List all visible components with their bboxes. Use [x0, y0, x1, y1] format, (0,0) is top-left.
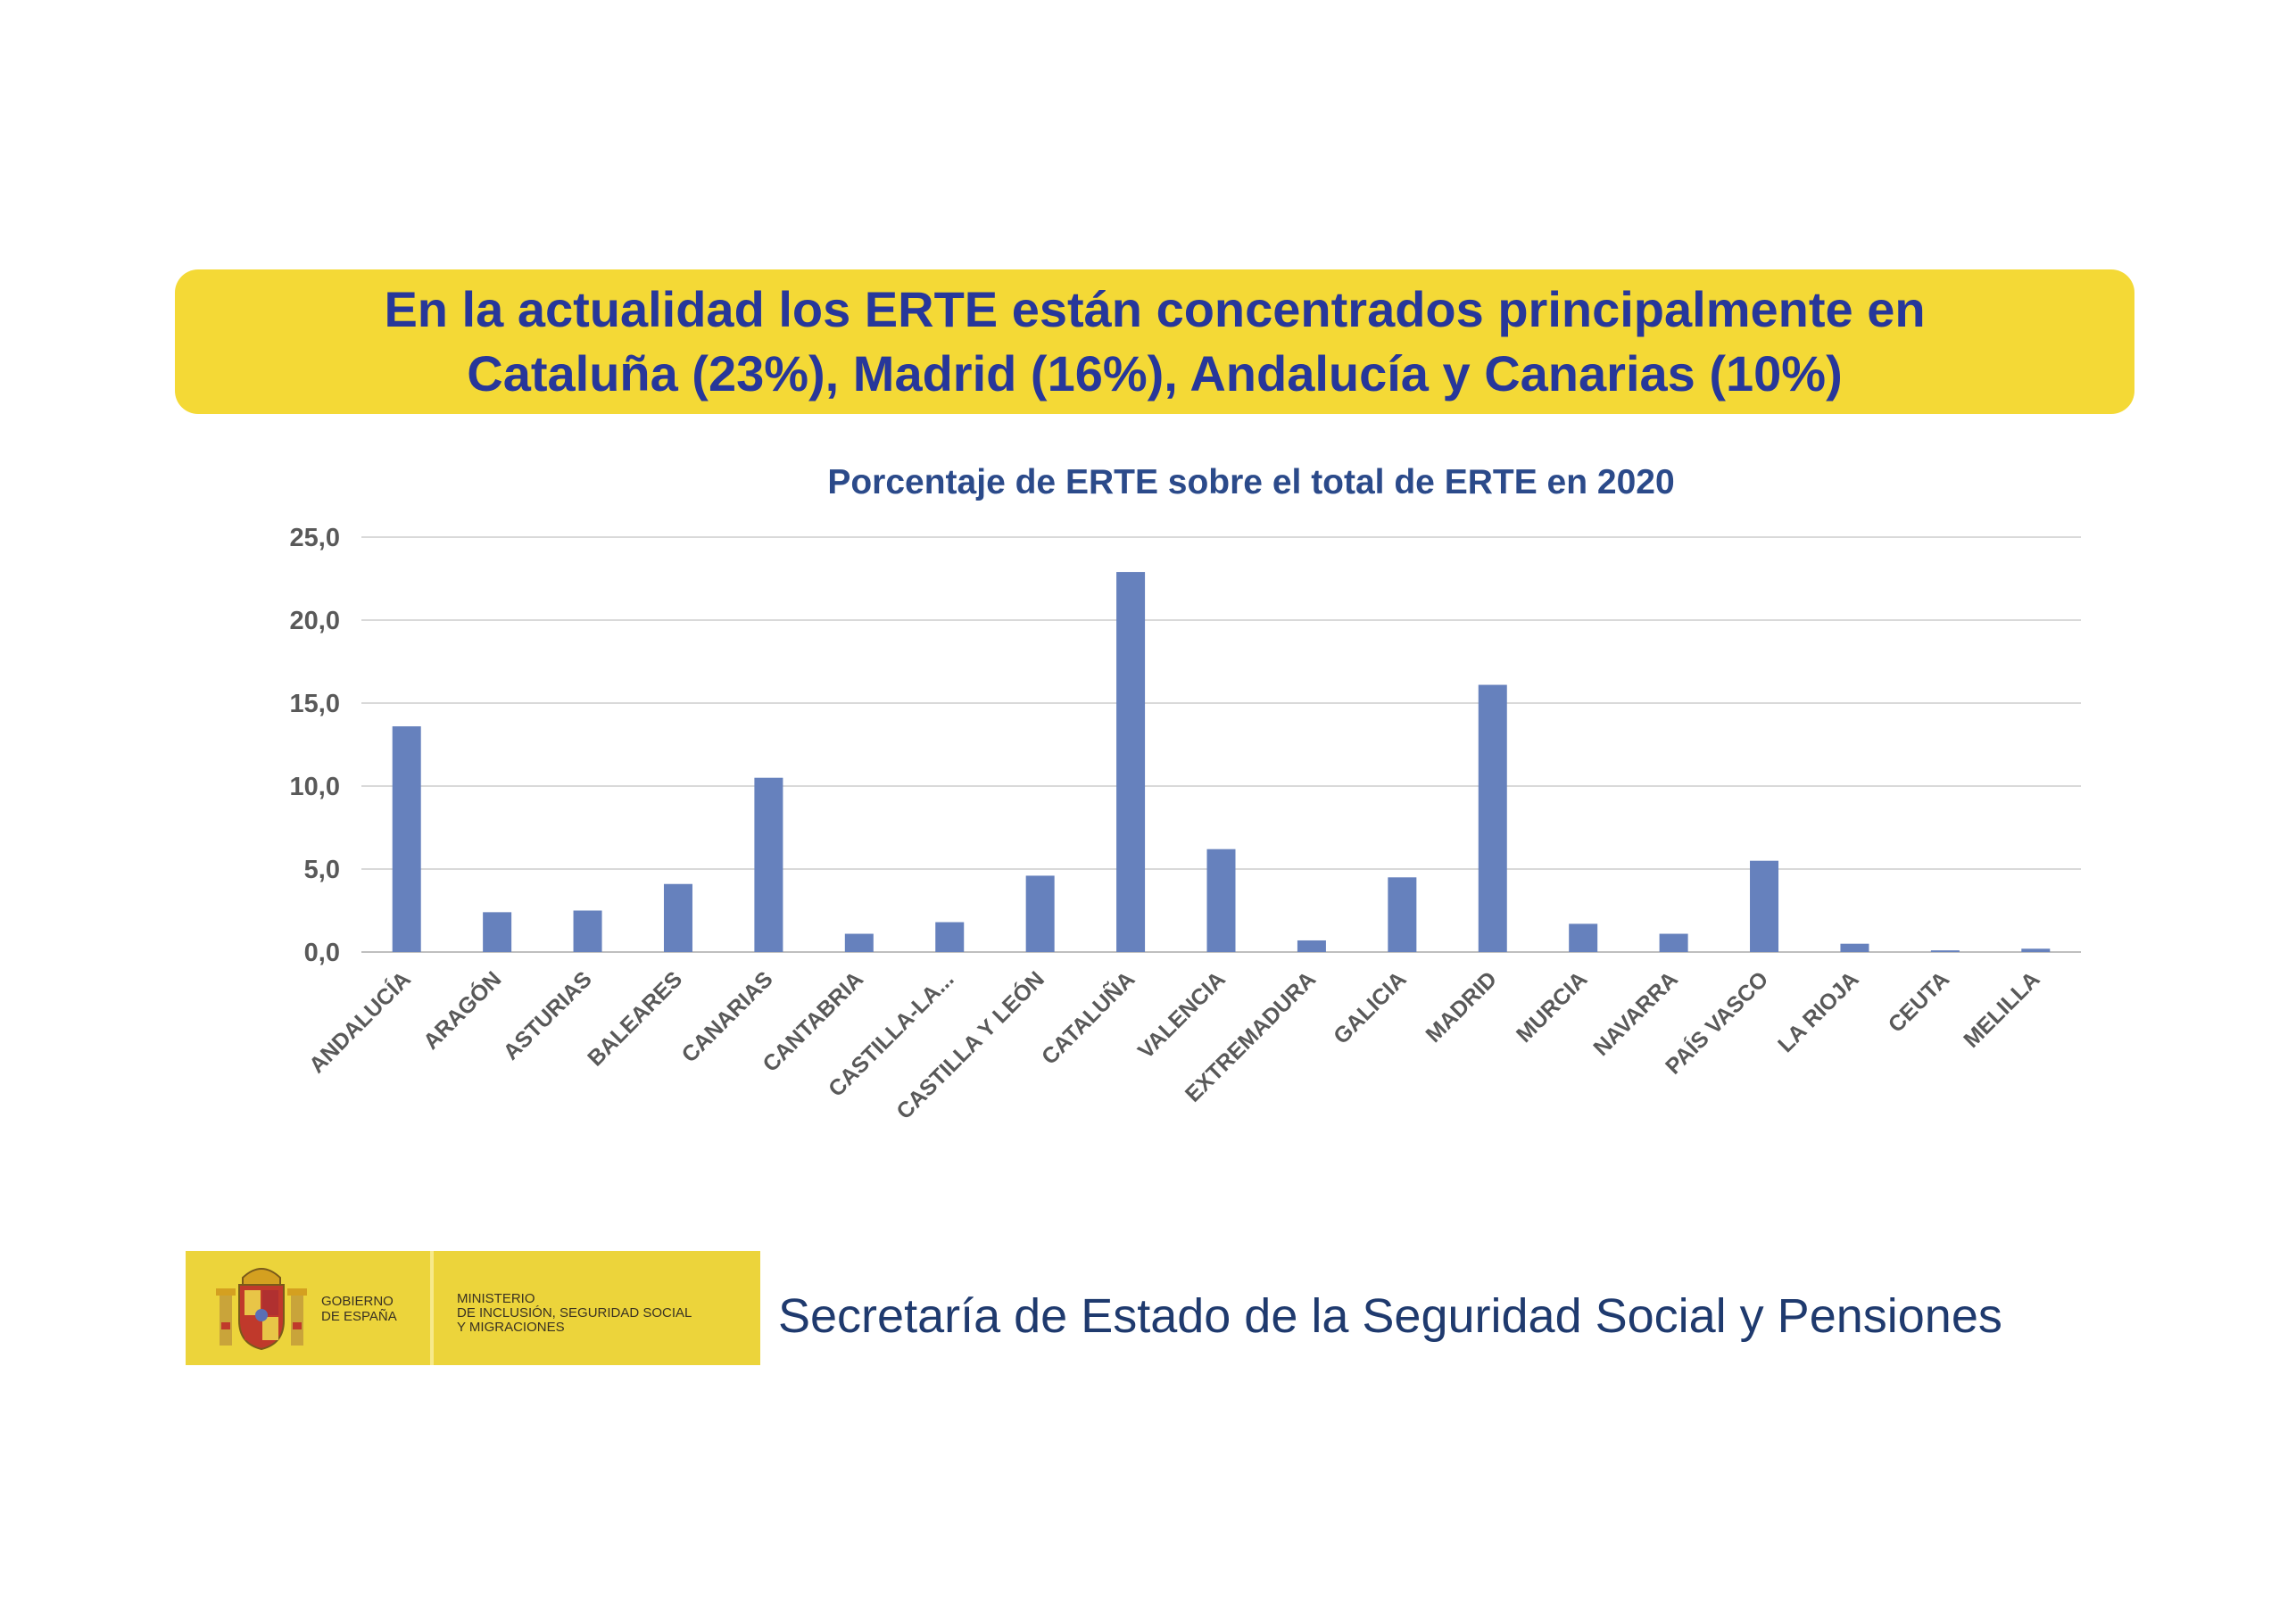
- headline-line-1: En la actualidad los ERTE están concentr…: [384, 281, 1926, 337]
- ministerio-label: MINISTERIO DE INCLUSIÓN, SEGURIDAD SOCIA…: [457, 1292, 692, 1335]
- x-tick-label: CATALUÑA: [1036, 965, 1140, 1070]
- logo-divider: [430, 1251, 434, 1365]
- x-tick-label: VALENCIA: [1133, 966, 1231, 1064]
- ministerio-line-2: DE INCLUSIÓN, SEGURIDAD SOCIAL: [457, 1305, 692, 1321]
- bar-14: [1659, 933, 1688, 952]
- bar-9: [1206, 849, 1236, 952]
- bar-8: [1116, 572, 1146, 952]
- x-tick-label: ASTURIAS: [499, 966, 597, 1064]
- x-tick-label: CANARIAS: [677, 966, 778, 1067]
- bars: [392, 572, 2051, 952]
- bar-4: [754, 777, 783, 952]
- bar-3: [663, 883, 692, 952]
- gobierno-line-2: DE ESPAÑA: [321, 1309, 397, 1324]
- y-tick-label: 15,0: [290, 690, 340, 718]
- bar-18: [2021, 948, 2051, 952]
- government-logo: GOBIERNO DE ESPAÑA MINISTERIO DE INCLUSI…: [186, 1251, 760, 1365]
- gobierno-line-1: GOBIERNO: [321, 1294, 394, 1309]
- y-tick-label: 5,0: [304, 856, 340, 884]
- ministerio-line-3: Y MIGRACIONES: [457, 1320, 565, 1335]
- bar-7: [1025, 875, 1055, 952]
- x-tick-label: CASTILLA Y LEÓN: [891, 965, 1049, 1124]
- x-tick-label: ANDALUCÍA: [303, 966, 416, 1079]
- bar-11: [1388, 877, 1417, 952]
- x-tick-label: MURCIA: [1512, 966, 1593, 1047]
- x-tick-label: LA RIOJA: [1773, 966, 1864, 1057]
- bar-2: [573, 910, 602, 952]
- bar-13: [1569, 923, 1598, 952]
- bar-0: [392, 726, 421, 952]
- bar-6: [935, 922, 965, 952]
- x-tick-label: GALICIA: [1329, 966, 1411, 1048]
- y-tick-label: 0,0: [304, 939, 340, 967]
- bar-5: [844, 933, 874, 952]
- headline-line-2: Cataluña (23%), Madrid (16%), Andalucía …: [467, 345, 1843, 402]
- y-tick-label: 25,0: [290, 524, 340, 552]
- x-tick-label: MELILLA: [1959, 966, 2044, 1052]
- x-tick-label: CEUTA: [1884, 966, 1954, 1037]
- ministerio-line-1: MINISTERIO: [457, 1291, 535, 1306]
- x-tick-label: BALEARES: [583, 966, 687, 1071]
- x-tick-label: MADRID: [1421, 966, 1502, 1047]
- coat-of-arms-icon: [216, 1268, 307, 1351]
- gridlines: [361, 536, 2081, 953]
- y-tick-label: 20,0: [290, 607, 340, 635]
- bar-16: [1840, 943, 1869, 952]
- y-tick-label: 10,0: [290, 773, 340, 801]
- x-tick-label: ARAGÓN: [418, 965, 507, 1055]
- y-axis-ticks: 0,0 5,0 10,0 15,0 20,0 25,0: [290, 524, 340, 967]
- secretaria-title: Secretaría de Estado de la Seguridad Soc…: [778, 1289, 2002, 1343]
- bar-10: [1297, 940, 1326, 952]
- chart-title: Porcentaje de ERTE sobre el total de ERT…: [827, 463, 1674, 501]
- x-tick-label: NAVARRA: [1588, 966, 1683, 1061]
- bar-17: [1930, 950, 1960, 952]
- gobierno-label: GOBIERNO DE ESPAÑA: [321, 1294, 397, 1324]
- bar-1: [483, 912, 512, 952]
- bar-12: [1478, 684, 1507, 952]
- bar-15: [1750, 860, 1779, 952]
- headline-banner: En la actualidad los ERTE están concentr…: [175, 269, 2134, 414]
- bar-chart: Porcentaje de ERTE sobre el total de ERT…: [290, 463, 2081, 1124]
